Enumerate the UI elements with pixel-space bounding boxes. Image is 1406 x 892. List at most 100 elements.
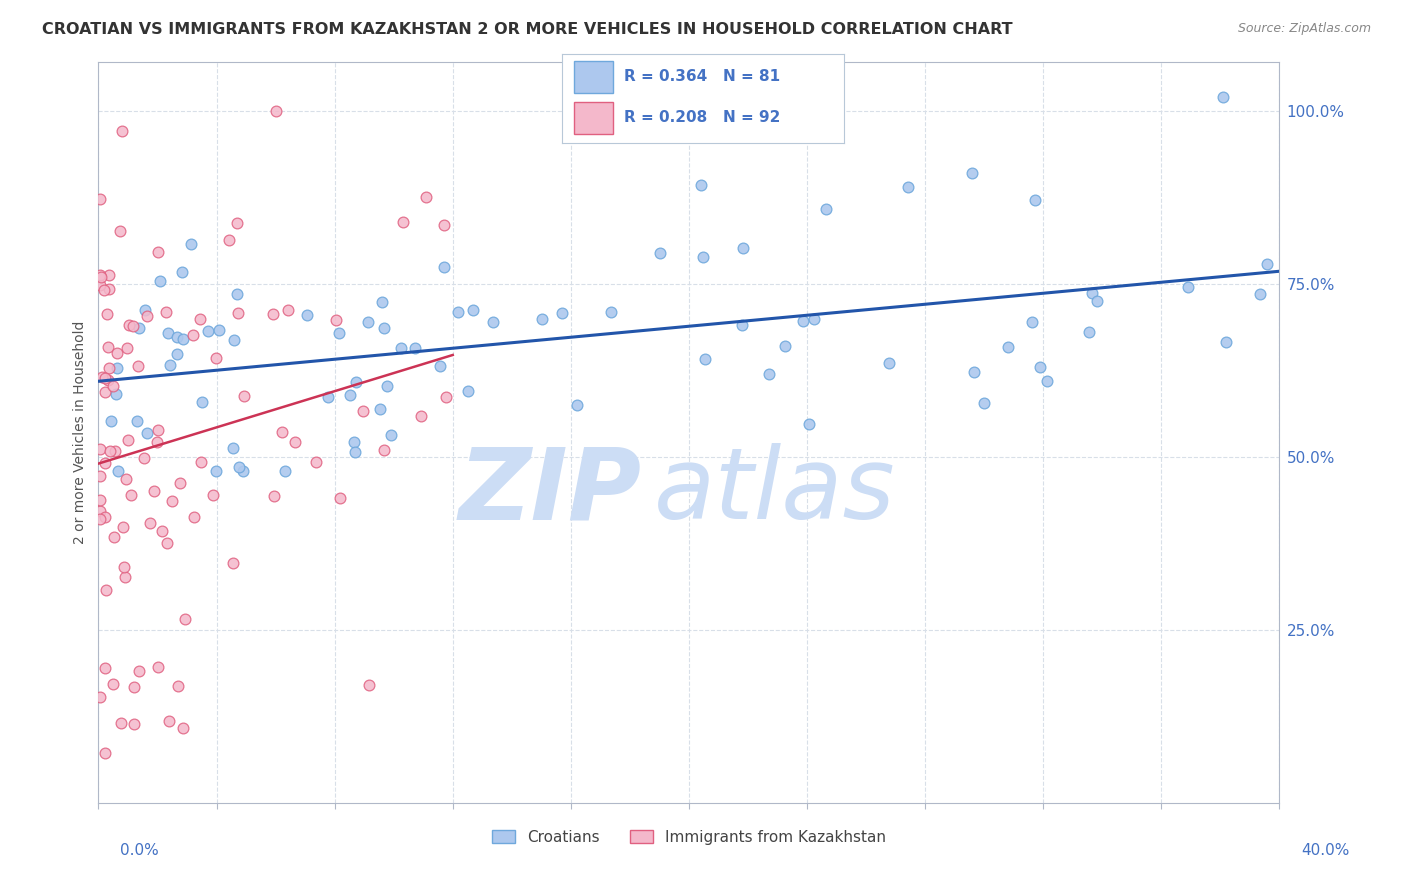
Point — [960, 165, 983, 179]
Point — [329, 491, 352, 506]
Point — [277, 302, 299, 317]
Point — [120, 488, 142, 502]
Point — [98, 444, 121, 458]
FancyBboxPatch shape — [574, 102, 613, 134]
Point — [368, 401, 391, 416]
Text: atlas: atlas — [654, 443, 896, 541]
Point — [389, 341, 412, 355]
Point — [343, 434, 366, 449]
Point — [136, 309, 159, 323]
Text: R = 0.208   N = 92: R = 0.208 N = 92 — [624, 111, 780, 125]
Point — [96, 307, 118, 321]
Point — [152, 524, 174, 538]
Point — [148, 244, 170, 259]
Point — [758, 367, 780, 381]
Point — [197, 325, 219, 339]
Point — [380, 428, 402, 442]
Y-axis label: 2 or more Vehicles in Household: 2 or more Vehicles in Household — [73, 321, 87, 544]
Point — [432, 260, 454, 275]
Point — [157, 326, 180, 340]
Point — [803, 311, 825, 326]
Point — [128, 320, 150, 334]
Point — [1029, 359, 1052, 374]
Point — [339, 388, 361, 402]
Point — [731, 241, 754, 255]
Point — [97, 373, 120, 387]
Point — [149, 274, 172, 288]
Point — [107, 464, 129, 478]
Point — [89, 493, 111, 508]
Point — [89, 511, 111, 525]
Point — [157, 714, 180, 728]
Point — [122, 717, 145, 731]
Legend: Croatians, Immigrants from Kazakhstan: Croatians, Immigrants from Kazakhstan — [485, 823, 893, 851]
Point — [111, 520, 134, 534]
Point — [1212, 90, 1234, 104]
FancyBboxPatch shape — [574, 61, 613, 93]
Point — [134, 450, 156, 465]
Point — [814, 202, 837, 216]
Point — [173, 612, 195, 626]
Point — [370, 295, 392, 310]
Point — [228, 306, 250, 320]
Point — [599, 305, 621, 319]
Point — [190, 454, 212, 468]
Point — [110, 715, 132, 730]
Point — [180, 237, 202, 252]
Point — [359, 677, 381, 691]
Point — [134, 303, 156, 318]
Point — [263, 489, 285, 503]
Point — [112, 560, 135, 574]
Point — [205, 351, 228, 365]
Point — [392, 215, 415, 229]
Point — [225, 287, 247, 301]
Point — [1024, 193, 1046, 207]
Point — [433, 219, 456, 233]
Point — [1256, 258, 1278, 272]
Text: 0.0%: 0.0% — [120, 843, 159, 858]
Point — [125, 414, 148, 428]
Point — [160, 493, 183, 508]
Point — [1215, 335, 1237, 350]
Point — [89, 690, 111, 705]
Point — [792, 314, 814, 328]
Point — [1078, 325, 1101, 339]
Point — [94, 371, 117, 385]
Point — [115, 341, 138, 355]
Text: ZIP: ZIP — [458, 443, 641, 541]
Point — [271, 425, 294, 440]
Point — [204, 464, 226, 478]
Point — [169, 476, 191, 491]
Point — [328, 326, 350, 340]
Point — [188, 312, 211, 326]
Point — [429, 359, 451, 373]
Point — [344, 375, 367, 389]
Point — [973, 396, 995, 410]
Point — [127, 359, 149, 373]
Point — [228, 460, 250, 475]
Point — [142, 484, 165, 499]
Point — [103, 530, 125, 544]
Point — [373, 321, 395, 335]
Point — [122, 319, 145, 334]
Point — [159, 358, 181, 372]
Point — [264, 103, 287, 118]
Point — [122, 680, 145, 694]
Point — [689, 178, 711, 192]
Point — [316, 390, 339, 404]
Point — [295, 308, 318, 322]
Point — [89, 442, 111, 457]
Point — [325, 313, 347, 327]
Point — [226, 216, 249, 230]
Point — [90, 370, 112, 384]
Point — [93, 284, 115, 298]
Point — [692, 250, 714, 264]
Point — [89, 268, 111, 282]
Text: CROATIAN VS IMMIGRANTS FROM KAZAKHSTAN 2 OR MORE VEHICLES IN HOUSEHOLD CORRELATI: CROATIAN VS IMMIGRANTS FROM KAZAKHSTAN 2… — [42, 22, 1012, 37]
Point — [110, 224, 132, 238]
Point — [201, 488, 224, 502]
Point — [222, 442, 245, 456]
Point — [434, 391, 457, 405]
Point — [208, 323, 231, 337]
Point — [447, 305, 470, 319]
